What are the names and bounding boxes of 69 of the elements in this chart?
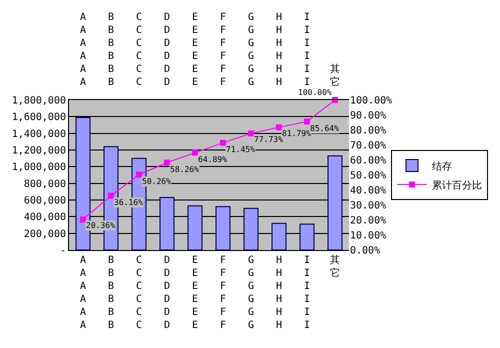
data-label: 64.89% xyxy=(198,155,228,164)
category-label: EEEEEE xyxy=(192,12,198,88)
x-tick-label: HHHHHH xyxy=(276,255,282,331)
x-tick-label: BBBBBB xyxy=(108,255,114,331)
x-tick-label: EEEEEE xyxy=(192,255,198,331)
y2-tick-label: 100.00% xyxy=(350,96,392,106)
point xyxy=(276,124,282,130)
point xyxy=(164,160,170,166)
point xyxy=(108,192,114,199)
point xyxy=(192,150,198,156)
y2-tick-label: 20.00% xyxy=(350,216,386,226)
y-tick-label: 1,000,000 xyxy=(12,162,66,174)
data-label: 100.00% xyxy=(298,88,332,97)
bar xyxy=(300,224,314,250)
y-tick-label: 1,200,000 xyxy=(12,146,66,156)
x-tick-label: DDDDDD xyxy=(164,255,170,331)
x-tick-label: GGGGGG xyxy=(248,255,254,331)
data-label: 71.45% xyxy=(226,145,256,154)
y-tick-label: 200,000 xyxy=(24,228,66,240)
y2-tick-label: 60.00% xyxy=(350,156,386,166)
y-tick-label: 800,000 xyxy=(24,178,66,190)
point xyxy=(304,118,310,125)
x-tick-label: IIIIII xyxy=(304,255,310,331)
y-tick-label: - xyxy=(60,246,66,256)
y2-tick-label: 30.00% xyxy=(350,200,386,212)
data-label: 77.73% xyxy=(254,135,284,144)
point xyxy=(248,130,254,136)
x-tick-label: 其它 xyxy=(330,254,340,279)
category-label: 其它 xyxy=(330,64,340,88)
point xyxy=(220,140,226,146)
y-tick-label: 600,000 xyxy=(24,196,66,206)
y2-tick-label: 90.00% xyxy=(350,110,386,122)
y-tick-label: 1,400,000 xyxy=(12,128,66,140)
data-label: 81.79% xyxy=(282,129,312,138)
x-tick-label: CCCCCC xyxy=(136,255,142,331)
category-label: AAAAAA xyxy=(80,12,86,88)
data-label: 85.64% xyxy=(310,124,340,133)
bar xyxy=(244,208,258,250)
category-label: CCCCCC xyxy=(136,12,142,88)
y-tick-label: 400,000 xyxy=(24,212,66,224)
data-label: 36.16% xyxy=(114,198,144,207)
y-tick-label: 1,600,000 xyxy=(12,112,66,124)
category-label: DDDDDD xyxy=(164,12,170,88)
bar xyxy=(216,206,230,250)
y2-tick-label: 0.00% xyxy=(350,246,380,256)
category-label: GGGGGG xyxy=(248,12,254,88)
category-label: HHHHHH xyxy=(276,12,282,88)
data-label: 58.26% xyxy=(170,165,200,174)
y2-tick-label: 50.00% xyxy=(350,170,386,182)
x-tick-label: FFFFFF xyxy=(220,255,226,331)
category-label: BBBBBB xyxy=(108,12,114,88)
data-label: 20.36% xyxy=(86,221,116,230)
bar xyxy=(328,155,342,250)
legend-label: 累计百分比 xyxy=(432,179,482,192)
data-label: 50.26% xyxy=(142,177,172,186)
y2-tick-label: 80.00% xyxy=(350,126,386,136)
category-label: IIIIII xyxy=(304,12,310,88)
point xyxy=(136,172,142,178)
y-tick-label: 1,800,000 xyxy=(12,96,66,106)
y2-tick-label: 40.00% xyxy=(350,186,386,196)
bar xyxy=(272,222,286,250)
bar xyxy=(160,197,174,250)
legend-label: 结存 xyxy=(432,160,452,172)
point xyxy=(80,216,86,222)
y2-tick-label: 70.00% xyxy=(350,140,386,152)
bar xyxy=(188,205,202,250)
x-tick-label: AAAAAA xyxy=(80,255,86,331)
y2-tick-label: 10.00% xyxy=(350,230,386,242)
category-label: FFFFFF xyxy=(220,12,226,88)
